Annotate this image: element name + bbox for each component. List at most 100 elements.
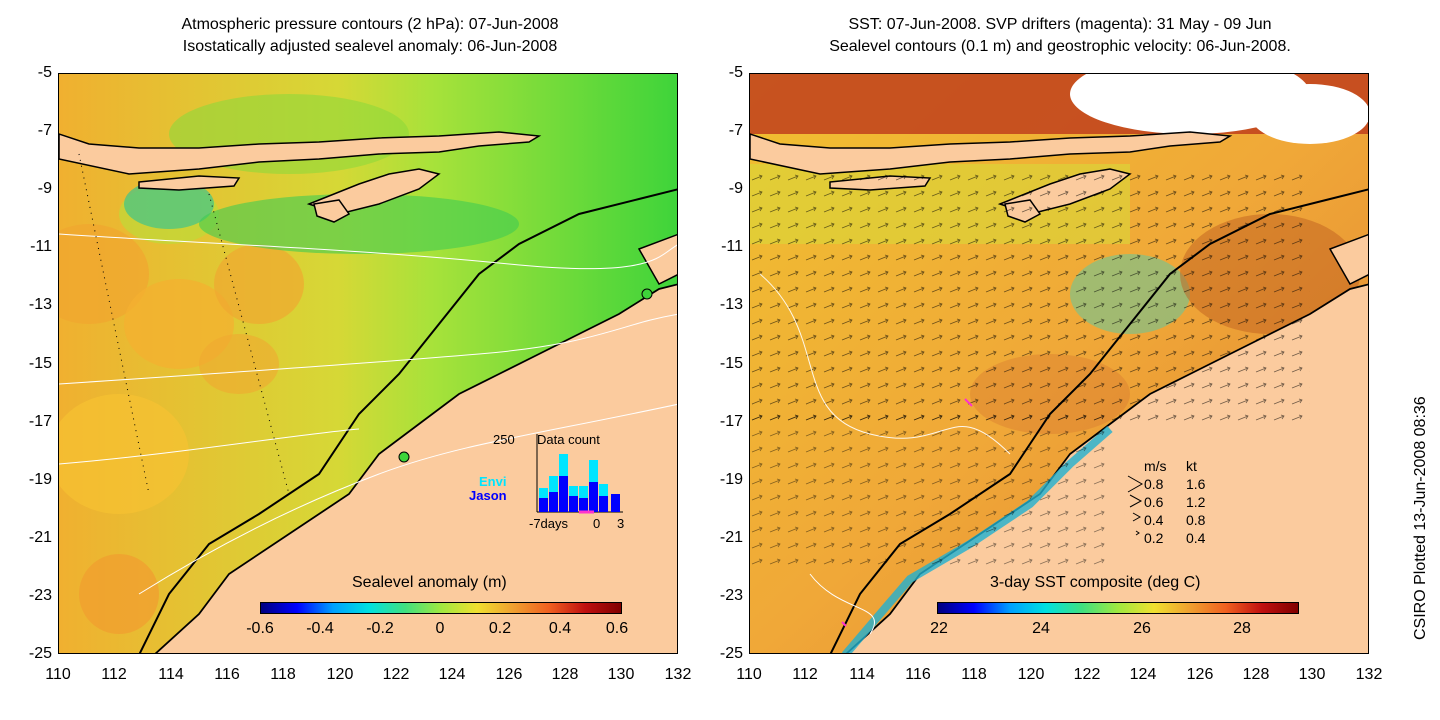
svp-drifter-track	[841, 621, 847, 627]
left-colorbar-title: Sealevel anomaly (m)	[352, 574, 507, 591]
inset-ymax-label: 250	[493, 432, 515, 447]
anomaly-patch	[214, 244, 304, 324]
x-tick: 120	[1017, 666, 1045, 683]
right-cbar-tick: 22	[930, 620, 948, 637]
right-map-title: SST: 07-Jun-2008. SVP drifters (magenta)…	[750, 14, 1370, 58]
land-sumba	[138, 175, 241, 191]
x-tick: 110	[45, 666, 71, 683]
tide-gauge-marker[interactable]	[398, 451, 410, 463]
x-tick: 112	[792, 666, 818, 683]
inset-xlabel-start: -7days	[529, 516, 569, 531]
y-tick: -11	[30, 238, 52, 255]
land-australia	[154, 283, 677, 653]
legend-kt: 1.2	[1186, 494, 1206, 510]
anomaly-patch	[79, 554, 159, 634]
inset-title: Data count	[537, 432, 600, 447]
y-tick: -19	[28, 471, 52, 488]
right-cbar-tick: 28	[1233, 620, 1251, 637]
sealevel-anomaly-map[interactable]: 250 Data count Envi Jason -7days 0 3 Sea…	[58, 73, 678, 654]
legend-ms: 0.2	[1144, 530, 1164, 546]
left-title-line2: Isostatically adjusted sealevel anomaly:…	[182, 38, 558, 55]
x-tick: 116	[214, 666, 240, 683]
y-tick: -15	[28, 355, 52, 372]
land-island-east	[1328, 233, 1368, 285]
x-tick: 112	[101, 666, 127, 683]
y-tick: -5	[728, 64, 743, 81]
right-colorbar	[937, 602, 1299, 614]
cloud-mask	[1250, 84, 1368, 144]
geostrophic-velocity-field	[750, 404, 1110, 574]
y-tick: -11	[721, 238, 743, 255]
left-cbar-tick: -0.6	[246, 620, 274, 637]
zero-contour	[208, 193, 290, 495]
y-tick: -25	[28, 645, 52, 662]
y-tick: -7	[37, 122, 52, 139]
inset-xlabel-zero: 0	[593, 516, 601, 531]
legend-kt: 1.6	[1186, 476, 1206, 492]
sst-map[interactable]: m/s kt 0.8 1.6 0.6 1.2 0.4 0.8 0.2 0.4 3…	[749, 73, 1369, 654]
y-tick: -23	[28, 587, 52, 604]
inset-series-jason: Jason	[469, 488, 507, 503]
tide-gauge-marker[interactable]	[641, 288, 653, 300]
cloud-mask	[1070, 74, 1310, 134]
shelf-contour	[138, 188, 677, 653]
y-tick: -5	[37, 64, 52, 81]
legend-kt: 0.8	[1186, 512, 1206, 528]
left-cbar-tick: -0.2	[366, 620, 394, 637]
x-tick: 114	[158, 666, 184, 683]
left-cbar-tick: -0.4	[306, 620, 334, 637]
left-cbar-tick: 0.2	[488, 620, 512, 637]
anomaly-patch	[124, 279, 234, 369]
x-tick: 122	[1073, 666, 1101, 683]
pressure-contour	[59, 428, 360, 465]
right-cbar-tick: 24	[1032, 620, 1050, 637]
x-tick: 126	[495, 666, 523, 683]
anomaly-patch	[124, 179, 214, 229]
left-cbar-tick: 0	[435, 620, 445, 637]
x-tick: 118	[961, 666, 987, 683]
y-tick: -13	[719, 296, 743, 313]
legend-arrow-0.6	[1129, 494, 1143, 508]
x-tick: 114	[849, 666, 875, 683]
y-tick: -23	[719, 587, 743, 604]
y-tick: -17	[719, 413, 743, 430]
y-tick: -15	[719, 355, 743, 372]
legend-header-ms: m/s	[1144, 458, 1167, 474]
x-tick: 132	[1355, 666, 1383, 683]
y-tick: -25	[719, 645, 743, 662]
land-island-east	[637, 233, 677, 285]
geostrophic-velocity-field	[750, 174, 1310, 424]
land-java-bali	[750, 131, 1233, 175]
right-colorbar-title: 3-day SST composite (deg C)	[990, 574, 1201, 591]
left-cbar-tick: 0.6	[605, 620, 629, 637]
x-tick: 116	[905, 666, 931, 683]
x-tick: 128	[1242, 666, 1270, 683]
y-tick: -13	[28, 296, 52, 313]
legend-header-kt: kt	[1186, 458, 1197, 474]
y-tick: -17	[28, 413, 52, 430]
y-tick: -19	[719, 471, 743, 488]
right-title-line2: Sealevel contours (0.1 m) and geostrophi…	[829, 38, 1291, 55]
x-tick: 130	[607, 666, 635, 683]
pressure-contour	[59, 233, 677, 270]
left-cbar-tick: 0.4	[548, 620, 572, 637]
sealevel-anomaly-svg	[59, 74, 677, 653]
x-tick: 128	[551, 666, 579, 683]
x-tick: 132	[664, 666, 692, 683]
x-tick: 126	[1186, 666, 1214, 683]
legend-ms: 0.4	[1144, 512, 1164, 528]
x-tick: 122	[382, 666, 410, 683]
land-island	[313, 199, 351, 223]
x-tick: 124	[438, 666, 466, 683]
anomaly-patch	[199, 194, 519, 254]
right-cbar-tick: 26	[1133, 620, 1151, 637]
legend-arrow-0.8	[1127, 475, 1144, 493]
sealevel-contour	[759, 273, 1011, 455]
left-colorbar	[260, 602, 622, 614]
svp-drifter-track	[964, 398, 973, 407]
x-tick: 124	[1129, 666, 1157, 683]
data-count-inset: 250 Data count Envi Jason -7days 0 3	[469, 426, 677, 536]
inset-xlabel-end: 3	[617, 516, 625, 531]
legend-arrow-0.2	[1135, 530, 1140, 536]
shelf-contour	[829, 188, 1368, 653]
